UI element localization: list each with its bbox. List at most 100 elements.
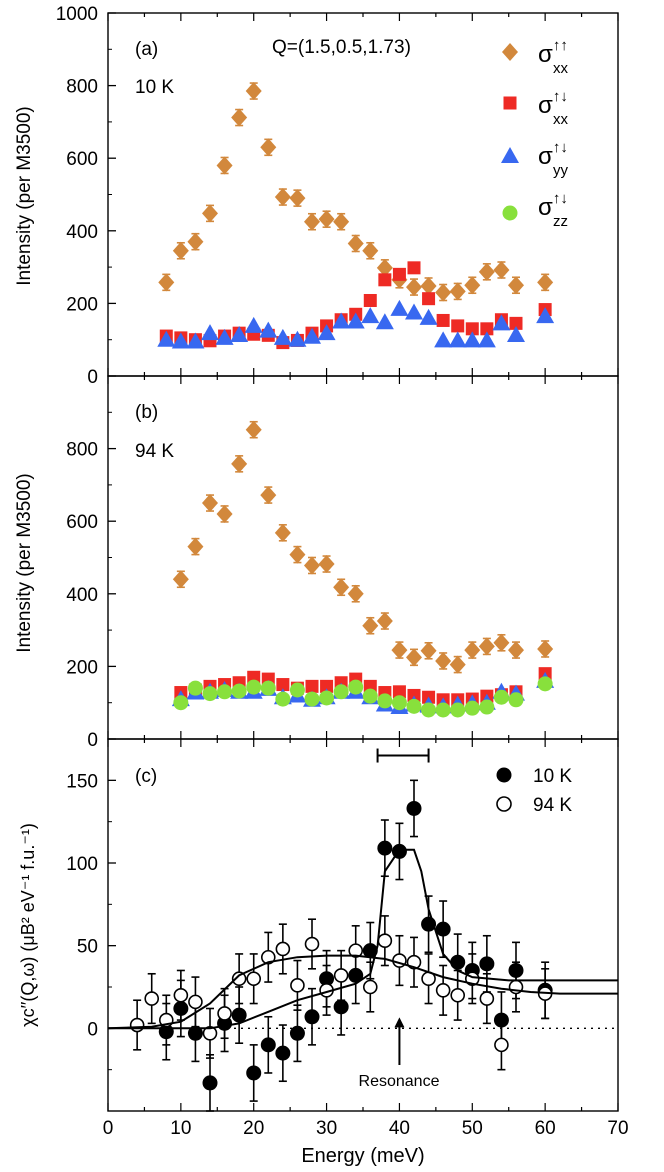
data-point-zz_ud [362,688,378,704]
data-point-xx_uu [216,156,233,175]
data-point-94K [217,1006,232,1021]
data-point-xx_ud [436,313,450,327]
y-tick-label: 50 [77,937,98,958]
data-point-yy_ud [477,331,496,348]
data-point-xx_ud [392,267,406,281]
data-point-xx_uu [216,504,233,523]
panel-a-axis: 0 200 400 600 800 1000 [56,4,619,388]
data-point-zz_ud [435,702,451,718]
data-point-94K [304,936,320,952]
y-tick-label: 800 [66,77,98,98]
data-point-zz_ud [173,695,189,711]
x-tick-label: 10 [170,1118,191,1139]
panel-b-axis: 0 200 400 600 800 [66,376,619,751]
data-point-yy_ud [201,324,219,341]
legend-entry-zz-ud: σ↑↓ zz [538,190,568,230]
data-point-zz_ud [348,679,364,695]
data-point-xx_uu [508,276,524,295]
data-point-94K [144,991,160,1006]
x-tick-label: 70 [607,1118,628,1139]
data-point-xx_uu [537,639,554,658]
data-point-yy_ud [288,330,307,347]
data-point-yy_ud [434,331,453,348]
data-point-yy_ud [171,332,190,349]
data-point-xx_ud [509,316,523,330]
legend-marker-zz_ud [502,205,518,221]
data-point-10K [435,921,451,937]
legend-entry-xx-uu: σ↑↑ xx [538,37,569,77]
data-point-xx_uu [347,584,364,603]
data-point-10K [246,1065,262,1081]
panel-a-label: (a) [135,39,158,60]
data-point-xx_uu [158,273,175,292]
data-point-94K [290,978,305,993]
legend-entry-yy-ud: σ↑↓ yy [538,139,569,179]
legend-marker-yy_ud [501,147,519,163]
data-point-10K [187,1025,203,1041]
y-tick-label: 0 [87,367,98,388]
panel-c-x-axis-label: Energy (meV) [301,1145,424,1167]
data-point-zz_ud [304,691,320,707]
panel-c-axis: 0 50 100 150 0 10 20 30 40 50 60 70 [66,739,629,1139]
data-point-xx_uu [274,188,291,207]
data-point-94K [333,968,349,983]
data-point-xx_uu [260,486,277,505]
data-point-94K [129,1017,145,1033]
data-point-xx_uu [376,612,393,631]
data-point-xx_uu [493,633,510,652]
data-point-zz_ud [377,693,393,709]
data-point-xx_uu [187,232,204,251]
x-tick-label: 20 [243,1118,264,1139]
legend-label-10k: 10 K [533,766,572,787]
legend-symbol-xx-uu: σ↑↑ xx [538,37,569,77]
data-point-xx_ud [378,273,392,287]
legend-marker-10k [496,767,512,783]
data-point-zz_ud [493,689,509,705]
data-point-zz_ud [508,692,524,708]
panel-a-legend: σ↑↑ xx σ↑↓ xx σ↑↓ yy σ↑↓ zz [501,37,569,230]
y-tick-label: 1000 [56,4,98,25]
data-point-94K [377,933,393,949]
data-point-zz_ud [421,702,437,718]
data-point-xx_uu [245,420,262,439]
data-point-xx_ud [451,319,465,333]
data-point-yy_ud [448,331,467,348]
legend-marker-xx_ud [503,96,517,110]
data-point-yy_ud [230,325,249,342]
legend-marker-xx_uu [502,43,518,61]
data-point-xx_uu [245,82,262,101]
data-point-xx_uu [304,556,320,575]
data-point-yy_ud [492,314,511,331]
data-point-yy_ud [405,303,423,320]
data-point-xx_uu [435,651,452,670]
data-point-xx_uu [318,210,335,229]
data-point-yy_ud [332,312,351,329]
panel-c-legend: 10 K 94 K [496,766,572,816]
data-point-zz_ud [333,684,349,700]
data-point-94K [494,1037,509,1053]
data-point-94K [479,991,495,1006]
data-point-94K [450,987,466,1003]
data-point-xx_ud [407,261,421,275]
y-tick-label: 600 [66,149,98,170]
panel-a-temperature: 10 K [135,77,174,98]
data-point-10K [450,954,466,970]
data-point-zz_ud [217,684,233,700]
data-point-yy_ud [390,299,409,316]
data-point-xx_uu [318,555,335,574]
data-point-yy_ud [186,332,205,349]
data-point-yy_ud [346,312,365,329]
data-point-xx_uu [274,523,291,542]
data-point-xx_uu [406,648,422,667]
data-point-94K [260,949,276,965]
data-point-zz_ud [231,683,247,699]
data-point-xx_uu [362,241,379,260]
data-point-94K [231,971,247,987]
data-point-yy_ud [303,327,321,344]
data-point-xx_ud [480,322,494,336]
y-tick-label: 800 [66,440,98,461]
data-point-10K [333,999,349,1015]
data-point-xx_uu [231,454,248,473]
y-tick-label: 100 [66,854,98,875]
